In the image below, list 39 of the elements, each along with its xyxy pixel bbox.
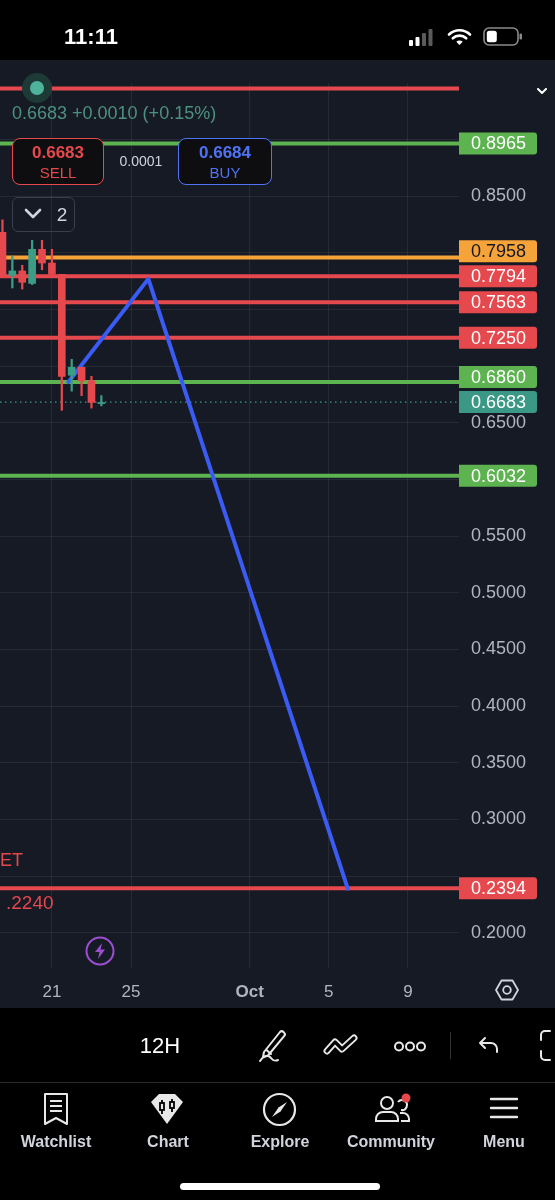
ref-line-label: 0.7958 (471, 241, 527, 262)
annotation: .2240 (6, 891, 54, 913)
ref-line-label: 0.7250 (471, 327, 527, 348)
y-tick-label: 0.6500 (471, 411, 527, 432)
ref-line-label: 0.6683 (471, 392, 527, 413)
text: Explore (250, 1133, 310, 1150)
ref-line-label: 0.6860 (471, 367, 527, 388)
annotation: 0.6683 +0.0010 (+0.15%) (12, 103, 217, 123)
annotation: 2 (56, 203, 68, 225)
text: 11:11 (64, 24, 118, 49)
text: 12H (139, 1033, 181, 1058)
y-tick-label: 0.2000 (471, 921, 527, 942)
text: Watchlist (20, 1133, 92, 1150)
text: Community (347, 1133, 435, 1150)
y-tick-label: 0.8500 (471, 185, 527, 206)
x-tick-label: 25 (121, 981, 141, 1001)
ref-line-label: 0.2394 (471, 878, 527, 899)
y-tick-label: 0.5500 (471, 525, 527, 546)
ref-line-label: 0.7563 (471, 292, 527, 313)
annotation: SELL (39, 163, 77, 181)
y-tick-label: 0.5000 (471, 581, 527, 602)
annotation: 0.6684 (199, 142, 251, 162)
ref-line-label: 0.8965 (471, 133, 527, 154)
text: Menu (483, 1133, 525, 1150)
y-tick-label: 0.3000 (471, 808, 527, 829)
x-tick-label: 9 (403, 981, 413, 1001)
ref-line-label: 0.7794 (471, 266, 527, 287)
annotation: 0.6683 (32, 142, 84, 162)
y-tick-label: 0.3500 (471, 751, 527, 772)
ref-line-label: 0.6032 (471, 465, 527, 486)
x-tick-label: 5 (324, 981, 334, 1001)
annotation: ET (0, 850, 24, 870)
y-tick-label: 0.4000 (471, 695, 527, 716)
y-tick-label: 0.4500 (471, 638, 527, 659)
text: Chart (147, 1133, 189, 1150)
x-tick-label: 21 (42, 981, 62, 1001)
x-tick-label: Oct (235, 981, 265, 1001)
annotation: 0.0001 (119, 153, 163, 169)
annotation: BUY (209, 163, 241, 181)
